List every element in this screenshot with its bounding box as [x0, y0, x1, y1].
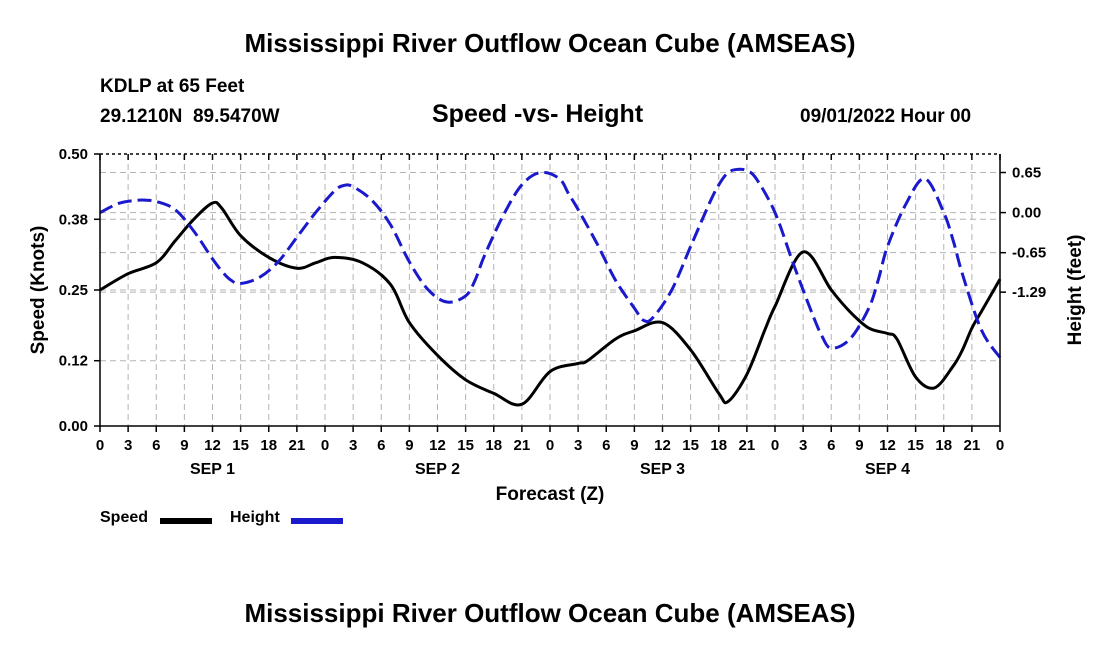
legend-speed-label: Speed [100, 509, 149, 526]
x-tick-label: 15 [682, 437, 699, 454]
x-tick-label: 6 [152, 437, 160, 454]
speed-height-chart: 0 3 6 9 12 15 18 21 0 3 6 9 12 15 18 21 0 3 6 9 12 15 18 21 0 3 6 9… [28, 146, 1086, 505]
x-tick-label: 0 [321, 437, 329, 454]
x-tick-label: 3 [799, 437, 807, 454]
chart-title: Speed -vs- Height [432, 100, 644, 128]
y-axis-title: Speed (Knots) [28, 226, 49, 355]
x-tick-label: 3 [349, 437, 357, 454]
x-tick-label: 21 [289, 437, 306, 454]
x-tick-label: 0 [96, 437, 104, 454]
series-speed-line [99, 200, 1002, 407]
y-tick-label: 0.25 [59, 282, 88, 299]
day-label: SEP 4 [865, 461, 910, 478]
x-tick-label: 12 [654, 437, 671, 454]
x-tick-label: 18 [485, 437, 502, 454]
legend-speed-swatch [160, 518, 212, 524]
x-tick-label: 9 [630, 437, 638, 454]
x-tick-label: 9 [405, 437, 413, 454]
y2-tick-label: 0.65 [1012, 165, 1041, 182]
x-tick-label: 0 [996, 437, 1004, 454]
x-tick-label: 6 [827, 437, 835, 454]
page-title-bottom: Mississippi River Outflow Ocean Cube (AM… [244, 598, 856, 628]
x-tick-label: 12 [879, 437, 896, 454]
y-tick-label: 0.50 [59, 146, 88, 163]
x-tick-label: 18 [935, 437, 952, 454]
x-tick-label: 3 [124, 437, 132, 454]
y2-tick-label: -1.29 [1012, 284, 1046, 301]
x-tick-label: 3 [574, 437, 582, 454]
x-tick-label: 0 [546, 437, 554, 454]
coordinates-label: 29.1210N 89.5470W [100, 106, 280, 127]
x-tick-label: 12 [204, 437, 221, 454]
x-tick-label: 21 [514, 437, 531, 454]
date-label: 09/01/2022 Hour 00 [800, 106, 972, 127]
x-tick-label: 18 [260, 437, 277, 454]
station-label: KDLP at 65 Feet [100, 76, 245, 97]
x-tick-label: 9 [180, 437, 188, 454]
x-tick-label: 6 [377, 437, 385, 454]
day-label: SEP 2 [415, 461, 460, 478]
x-axis-title: Forecast (Z) [496, 484, 605, 505]
x-tick-label: 21 [739, 437, 756, 454]
y-tick-label: 0.00 [59, 418, 88, 435]
x-tick-label: 0 [771, 437, 779, 454]
x-tick-label: 21 [964, 437, 981, 454]
x-tick-label: 15 [907, 437, 924, 454]
x-tick-label: 15 [457, 437, 474, 454]
x-tick-label: 18 [710, 437, 727, 454]
y-tick-label: 0.12 [59, 353, 88, 370]
series-height-line [99, 167, 1002, 359]
legend-height-swatch [291, 518, 343, 524]
legend-height-label: Height [230, 509, 280, 526]
day-label: SEP 3 [640, 461, 685, 478]
y2-tick-label: 0.00 [1012, 205, 1041, 222]
page-title-top: Mississippi River Outflow Ocean Cube (AM… [244, 28, 856, 58]
y2-axis-title: Height (feet) [1065, 235, 1086, 346]
day-label: SEP 1 [190, 461, 235, 478]
x-tick-label: 12 [429, 437, 446, 454]
y-tick-label: 0.38 [59, 211, 88, 228]
y2-tick-label: -0.65 [1012, 245, 1046, 262]
x-tick-label: 6 [602, 437, 610, 454]
x-tick-label: 15 [232, 437, 249, 454]
x-tick-label: 9 [855, 437, 863, 454]
